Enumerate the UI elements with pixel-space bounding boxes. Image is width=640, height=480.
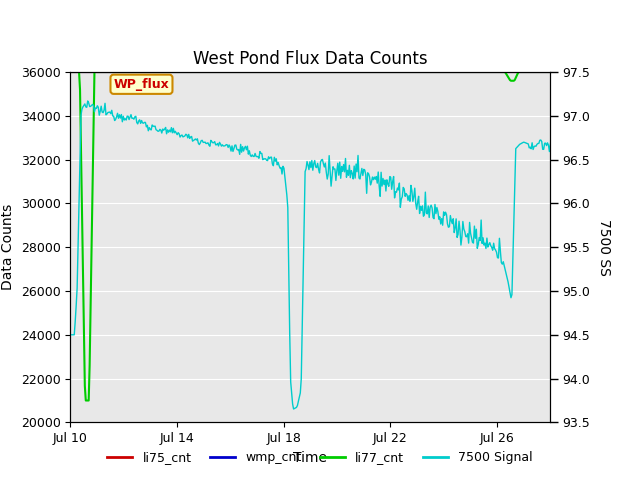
X-axis label: Time: Time bbox=[293, 451, 328, 465]
Y-axis label: Data Counts: Data Counts bbox=[1, 204, 15, 290]
Text: WP_flux: WP_flux bbox=[114, 78, 170, 91]
Y-axis label: 7500 SS: 7500 SS bbox=[597, 219, 611, 276]
Title: West Pond Flux Data Counts: West Pond Flux Data Counts bbox=[193, 49, 428, 68]
Legend: li75_cnt, wmp_cnt, li77_cnt, 7500 Signal: li75_cnt, wmp_cnt, li77_cnt, 7500 Signal bbox=[102, 446, 538, 469]
